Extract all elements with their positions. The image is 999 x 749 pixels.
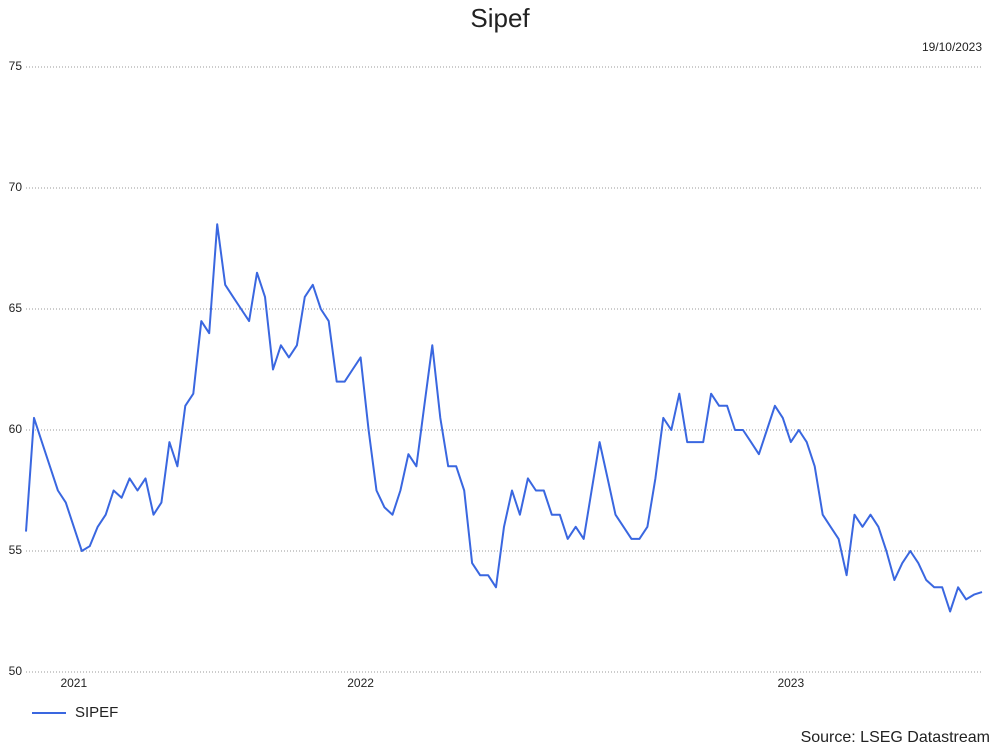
x-tick-label: 2021 xyxy=(60,676,87,690)
price-line xyxy=(25,223,983,613)
x-tick-label: 2023 xyxy=(777,676,804,690)
x-tick-label: 2022 xyxy=(347,676,374,690)
y-tick-label: 70 xyxy=(9,180,23,194)
y-tick-label: 60 xyxy=(9,422,23,436)
legend-label: SIPEF xyxy=(75,704,118,721)
y-tick-label: 55 xyxy=(9,543,23,557)
y-tick-label: 75 xyxy=(9,59,23,73)
y-tick-label: 50 xyxy=(9,664,23,678)
source-label: Source: LSEG Datastream xyxy=(801,729,990,746)
chart-title: Sipef xyxy=(470,3,530,33)
date-label: 19/10/2023 xyxy=(922,40,982,54)
y-tick-label: 65 xyxy=(9,301,23,315)
